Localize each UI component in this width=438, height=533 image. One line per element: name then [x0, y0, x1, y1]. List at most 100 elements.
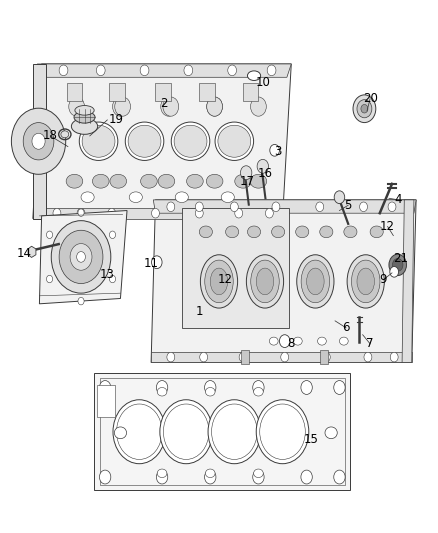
Ellipse shape [206, 174, 223, 188]
Circle shape [78, 297, 84, 305]
Circle shape [207, 97, 223, 116]
Bar [199, 83, 215, 101]
Circle shape [110, 276, 116, 282]
Circle shape [228, 65, 237, 76]
Ellipse shape [61, 131, 69, 138]
Circle shape [78, 209, 84, 216]
Circle shape [272, 202, 280, 212]
Ellipse shape [75, 106, 94, 115]
Ellipse shape [210, 268, 228, 295]
Circle shape [156, 381, 168, 394]
Circle shape [316, 202, 324, 212]
Ellipse shape [347, 255, 384, 308]
Ellipse shape [320, 226, 333, 238]
Circle shape [163, 97, 179, 116]
Ellipse shape [66, 174, 83, 188]
Circle shape [301, 470, 312, 484]
Ellipse shape [205, 469, 215, 478]
Circle shape [59, 65, 68, 76]
Circle shape [208, 400, 261, 464]
Ellipse shape [370, 226, 383, 238]
Text: 3: 3 [275, 146, 282, 158]
Text: 2: 2 [160, 98, 168, 110]
Circle shape [195, 202, 203, 212]
Circle shape [267, 65, 276, 76]
Circle shape [240, 166, 252, 180]
Bar [243, 83, 258, 101]
Circle shape [239, 352, 247, 362]
Circle shape [392, 259, 403, 271]
Circle shape [167, 202, 175, 212]
Circle shape [200, 352, 208, 362]
Bar [109, 83, 125, 101]
Polygon shape [28, 246, 36, 257]
Text: 14: 14 [17, 247, 32, 260]
Circle shape [32, 133, 45, 149]
Ellipse shape [79, 122, 118, 160]
Ellipse shape [215, 122, 254, 160]
Polygon shape [33, 64, 46, 219]
Text: 20: 20 [363, 92, 378, 105]
Ellipse shape [174, 125, 207, 157]
Circle shape [11, 108, 66, 174]
Circle shape [70, 244, 92, 270]
Ellipse shape [205, 260, 233, 303]
Ellipse shape [82, 125, 115, 157]
Text: 19: 19 [109, 114, 124, 126]
Circle shape [390, 266, 399, 277]
Circle shape [161, 97, 177, 116]
Circle shape [205, 470, 216, 484]
Text: 5: 5 [345, 199, 352, 212]
Ellipse shape [293, 337, 302, 345]
Ellipse shape [254, 469, 263, 478]
Circle shape [167, 352, 175, 362]
Ellipse shape [247, 226, 261, 238]
Ellipse shape [125, 122, 164, 160]
Ellipse shape [110, 174, 127, 188]
Circle shape [115, 97, 131, 116]
Ellipse shape [157, 469, 167, 478]
Circle shape [108, 208, 116, 218]
Circle shape [230, 202, 238, 212]
Circle shape [256, 400, 309, 464]
Text: 12: 12 [218, 273, 233, 286]
Ellipse shape [199, 226, 212, 238]
Polygon shape [182, 208, 289, 328]
Polygon shape [151, 352, 412, 362]
Circle shape [334, 381, 345, 394]
Ellipse shape [218, 125, 251, 157]
Ellipse shape [92, 174, 109, 188]
Ellipse shape [71, 118, 98, 134]
Circle shape [160, 400, 212, 464]
Text: 21: 21 [393, 252, 408, 265]
Circle shape [253, 381, 264, 394]
Circle shape [322, 352, 330, 362]
Bar [241, 350, 249, 364]
Polygon shape [402, 200, 414, 362]
Ellipse shape [128, 125, 161, 157]
Ellipse shape [141, 174, 157, 188]
Circle shape [360, 202, 367, 212]
Ellipse shape [254, 387, 263, 396]
Text: 15: 15 [304, 433, 318, 446]
Circle shape [253, 470, 264, 484]
Circle shape [207, 97, 223, 116]
Text: 4: 4 [395, 193, 403, 206]
Circle shape [113, 97, 128, 116]
Ellipse shape [171, 122, 210, 160]
Ellipse shape [301, 260, 330, 303]
Circle shape [334, 191, 345, 204]
Circle shape [53, 208, 61, 218]
Text: 6: 6 [342, 321, 350, 334]
Ellipse shape [339, 337, 348, 345]
Text: 11: 11 [144, 257, 159, 270]
Bar [97, 385, 115, 417]
Ellipse shape [307, 268, 324, 295]
Circle shape [96, 65, 105, 76]
Ellipse shape [318, 337, 326, 345]
Ellipse shape [357, 268, 374, 295]
Ellipse shape [175, 192, 188, 203]
Ellipse shape [157, 387, 167, 396]
Circle shape [77, 252, 85, 262]
Circle shape [59, 230, 103, 284]
